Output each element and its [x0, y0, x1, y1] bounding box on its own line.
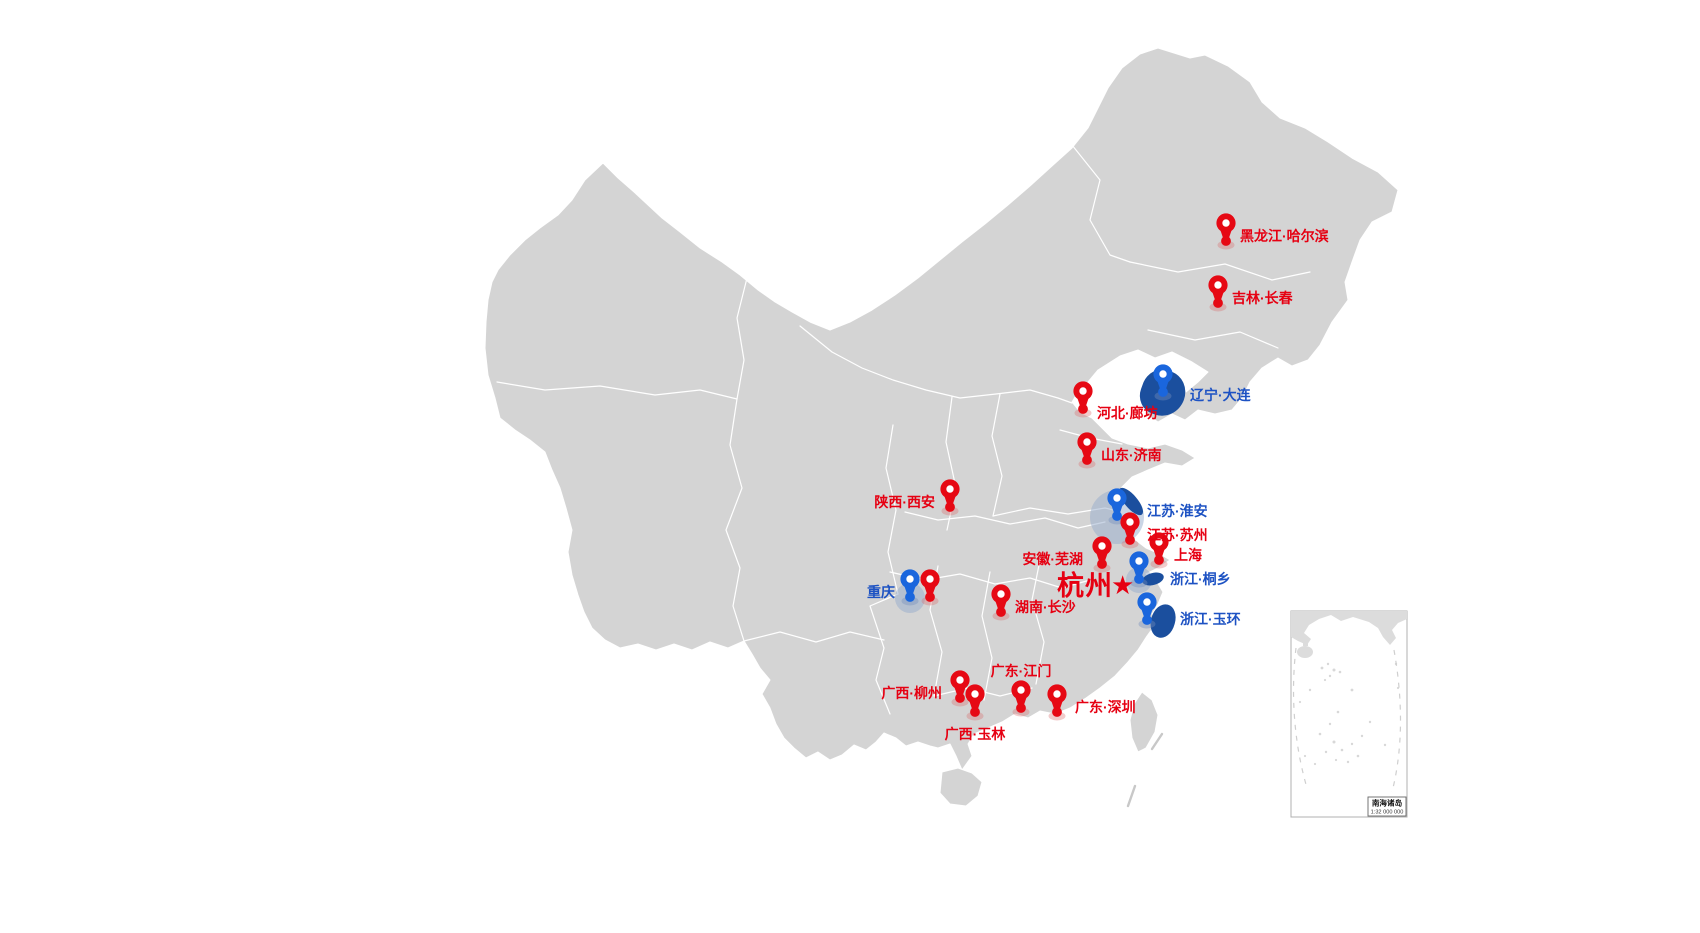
map-pin-yuhuan[interactable] — [1134, 591, 1160, 635]
map-label-suzhou[interactable]: 江苏·苏州 — [1147, 527, 1208, 543]
map-label-langfang[interactable]: 河北·廊坊 — [1097, 405, 1158, 421]
map-label-liuzhou[interactable]: 广西·柳州 — [881, 685, 942, 701]
map-pin-wuhu[interactable] — [1089, 535, 1115, 579]
map-label-yulin[interactable]: 广西·玉林 — [944, 726, 1006, 742]
map-pin-liuzhou[interactable] — [947, 669, 973, 713]
map-label-huaian[interactable]: 江苏·淮安 — [1147, 503, 1208, 519]
headquarters-label: 杭州 — [1057, 571, 1113, 601]
map-label-wuhu[interactable]: 安徽·芜湖 — [1022, 551, 1083, 567]
inset-dash-boundary — [1292, 647, 1402, 793]
taiwan-island — [1129, 691, 1159, 753]
map-pin-yulin[interactable] — [962, 683, 988, 727]
map-pin-dalian[interactable] — [1150, 363, 1176, 407]
map-pin-jiangmen[interactable] — [1008, 679, 1034, 723]
map-pin-shenzhen[interactable] — [1044, 683, 1070, 727]
map-label-jiangmen[interactable]: 广东·江门 — [990, 663, 1052, 679]
map-label-harbin[interactable]: 黑龙江·哈尔滨 — [1240, 228, 1329, 244]
map-label-chongqing[interactable]: 重庆 — [867, 584, 895, 600]
headquarters-star-icon: ★ — [1111, 570, 1135, 600]
china-mainland-shape — [484, 47, 1399, 771]
inset-title-box — [1367, 796, 1407, 817]
map-pin-suzhou[interactable] — [1117, 511, 1143, 555]
map-pin-changsha[interactable] — [988, 583, 1014, 627]
map-label-shanghai[interactable]: 上海 — [1174, 547, 1202, 563]
sea-boundary-dashes — [1126, 732, 1164, 808]
inset-scale: 1:32 000 000 — [1371, 810, 1404, 816]
map-label-xian[interactable]: 陕西·西安 — [874, 494, 935, 510]
map-label-shenzhen[interactable]: 广东·深圳 — [1075, 699, 1136, 715]
map-pin-chongqing-2[interactable] — [917, 568, 943, 612]
inset-hainan — [1297, 646, 1313, 658]
map-label-changsha[interactable]: 湖南·长沙 — [1015, 599, 1076, 615]
inset-title: 南海诸岛 — [1372, 798, 1403, 808]
map-label-yuhuan[interactable]: 浙江·玉环 — [1180, 611, 1241, 627]
map-pin-changchun[interactable] — [1205, 274, 1231, 318]
map-pin-tongxiang[interactable] — [1126, 550, 1152, 594]
map-label-jinan[interactable]: 山东·济南 — [1101, 447, 1162, 463]
map-pin-huaian[interactable] — [1104, 487, 1130, 531]
map-pin-shanghai[interactable] — [1146, 531, 1172, 575]
hainan-island — [939, 767, 983, 807]
map-pin-jinan[interactable] — [1074, 431, 1100, 475]
map-pin-harbin[interactable] — [1213, 212, 1239, 256]
inset-frame — [1290, 610, 1408, 818]
map-pin-xian[interactable] — [937, 478, 963, 522]
map-pin-langfang[interactable] — [1070, 380, 1096, 424]
map-label-tongxiang[interactable]: 浙江·桐乡 — [1170, 571, 1231, 587]
map-label-dalian[interactable]: 辽宁·大连 — [1190, 387, 1251, 403]
map-pin-chongqing[interactable] — [897, 568, 923, 612]
south-china-sea-inset: 南海诸岛 1:32 000 000 — [1290, 610, 1408, 818]
map-label-changchun[interactable]: 吉林·长春 — [1232, 290, 1293, 306]
inset-coastline — [1291, 611, 1407, 645]
